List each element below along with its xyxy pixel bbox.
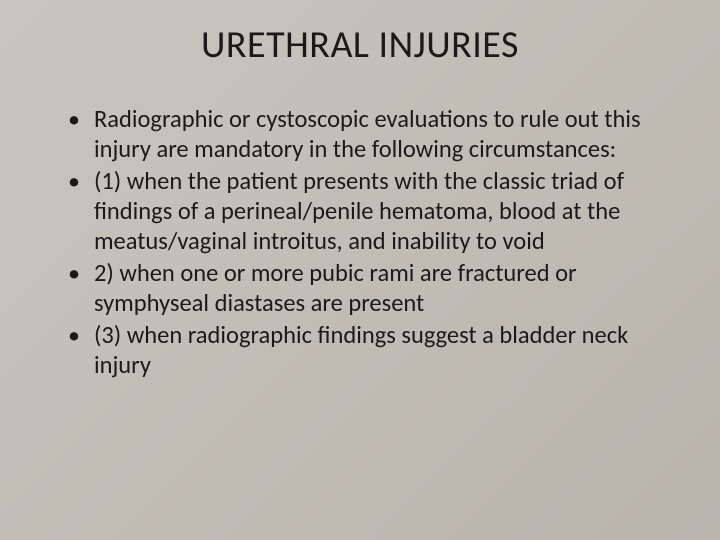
bullet-item: • (1) when the patient presents with the…	[68, 166, 672, 256]
bullet-text: Radiographic or cystoscopic evaluations …	[94, 104, 672, 164]
bullet-item: • (3) when radiographic findings suggest…	[68, 320, 672, 380]
slide-content: • Radiographic or cystoscopic evaluation…	[48, 104, 672, 380]
slide-container: URETHRAL INJURIES • Radiographic or cyst…	[0, 0, 720, 540]
bullet-marker: •	[68, 166, 80, 198]
bullet-text: 2) when one or more pubic rami are fract…	[94, 258, 672, 318]
bullet-marker: •	[68, 320, 80, 352]
bullet-text: (1) when the patient presents with the c…	[94, 166, 672, 256]
bullet-marker: •	[68, 104, 80, 136]
bullet-item: • 2) when one or more pubic rami are fra…	[68, 258, 672, 318]
bullet-item: • Radiographic or cystoscopic evaluation…	[68, 104, 672, 164]
bullet-marker: •	[68, 258, 80, 290]
slide-title: URETHRAL INJURIES	[48, 22, 672, 68]
bullet-text: (3) when radiographic findings suggest a…	[94, 320, 672, 380]
